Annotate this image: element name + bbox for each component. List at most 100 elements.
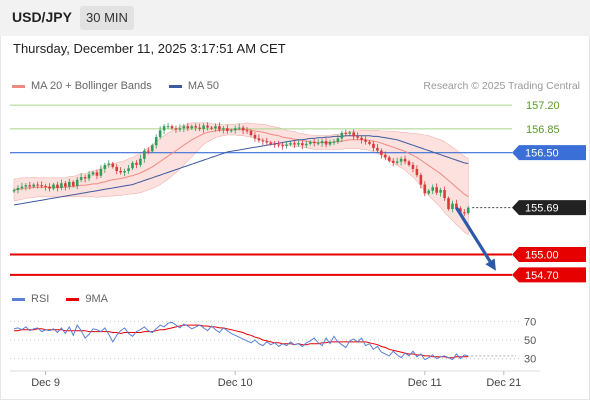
candle-body (463, 212, 466, 214)
candle-body (273, 143, 276, 145)
candle-body (293, 143, 296, 145)
candle-body (229, 130, 233, 132)
x-axis: Dec 9 Dec 10 Dec 11 Dec 21 (10, 370, 540, 389)
price-legend: MA 20 + Bollinger Bands MA 50 (12, 80, 233, 92)
candle-body (150, 145, 154, 152)
x-tick-label: Dec 9 (31, 377, 60, 389)
candle-body (340, 133, 344, 139)
ma50-swatch (168, 84, 182, 88)
candle-body (210, 127, 213, 129)
pivot-label: 156.50 (525, 148, 559, 160)
bollinger-band-layer (13, 122, 469, 236)
candle-body (186, 126, 190, 129)
timeframe-button[interactable]: 30 MIN (80, 6, 134, 30)
candle-body (241, 127, 245, 131)
candle-body (16, 187, 20, 190)
candle-body (466, 207, 470, 214)
candle-body (447, 198, 450, 209)
candle-body (249, 130, 253, 136)
candle-body (285, 144, 288, 146)
pivot-label-box (512, 145, 586, 161)
candle-body (281, 145, 284, 147)
candle-body (202, 125, 205, 129)
candle-body (399, 158, 403, 162)
resistance-label: 157.20 (526, 100, 560, 112)
chart-header: USD/JPY 30 MIN (0, 0, 590, 36)
x-tick-label: Dec 10 (218, 377, 253, 389)
candle-body (364, 139, 367, 142)
candle-body (24, 185, 28, 187)
forecast-arrow-layer (455, 206, 496, 271)
candle-body (261, 140, 265, 142)
candle-body (269, 142, 273, 144)
symbol-label: USD/JPY (12, 9, 72, 25)
candle-body (20, 186, 24, 188)
candle-body (111, 163, 115, 167)
candle-body (56, 184, 59, 188)
support-label-box (512, 267, 586, 283)
rsi-swatch (12, 297, 25, 301)
ma9-swatch (66, 297, 80, 301)
candle-body (423, 184, 427, 194)
candle-body (28, 185, 32, 187)
rsi-level-label: 70 (524, 316, 536, 328)
candle-body (36, 184, 39, 186)
candle-body (158, 130, 162, 138)
candle-body (60, 183, 63, 188)
candle-body (301, 143, 304, 146)
candle-body (198, 127, 201, 129)
rsi-line (13, 321, 469, 361)
resistance-label: 156.85 (526, 124, 560, 136)
candle-body (178, 128, 182, 130)
candle-body (237, 127, 241, 129)
current-label: 155.69 (525, 203, 559, 215)
candle-body (154, 137, 158, 146)
candle-body (87, 174, 91, 179)
ma50-line (13, 135, 469, 206)
legend-ma20: MA 20 + Bollinger Bands (12, 80, 152, 92)
candle-body (162, 126, 166, 131)
candle-body (48, 186, 51, 189)
candle-body (40, 185, 43, 187)
support-label-box (512, 246, 586, 262)
candle-body (344, 133, 348, 134)
candle-body (12, 190, 16, 192)
candle-body (64, 183, 67, 187)
candle-body (387, 157, 391, 161)
candle-body (427, 190, 431, 194)
rsi-level-label: 50 (524, 335, 536, 347)
x-tick-label: Dec 21 (486, 377, 521, 389)
forecast-arrow-shaft (455, 206, 492, 263)
legend-ma20-label: MA 20 + Bollinger Bands (31, 80, 152, 92)
candle-body (316, 143, 320, 145)
candle-body (403, 158, 407, 162)
candle-body (91, 172, 95, 175)
candle-body (265, 141, 269, 143)
candle-body (372, 143, 375, 148)
candle-body (297, 143, 300, 145)
candle-body (459, 208, 462, 213)
candle-body (83, 177, 87, 179)
candle-body (166, 126, 170, 128)
candle-body (348, 132, 352, 134)
candle-body (376, 147, 379, 151)
candle-body (52, 184, 55, 189)
candle-body (384, 154, 387, 158)
candle-body (222, 128, 225, 130)
candle-body (127, 168, 130, 171)
candle-body (194, 126, 197, 128)
candle-body (139, 158, 142, 165)
rsi-ma9-line (14, 324, 469, 359)
credit-text: Research © 2025 Trading Central (423, 80, 580, 92)
forecast-arrow-head (485, 258, 496, 271)
candle-body (245, 130, 249, 132)
candle-body (253, 135, 257, 139)
timestamp: Thursday, December 11, 2025 3:17:51 AM C… (13, 41, 286, 56)
candle-body (305, 143, 308, 146)
level-lines-layer (10, 104, 512, 276)
candle-body (332, 141, 336, 143)
candle-body (336, 138, 340, 142)
candle-body (380, 150, 383, 155)
candle-body (439, 190, 442, 193)
candle-body (391, 160, 395, 163)
